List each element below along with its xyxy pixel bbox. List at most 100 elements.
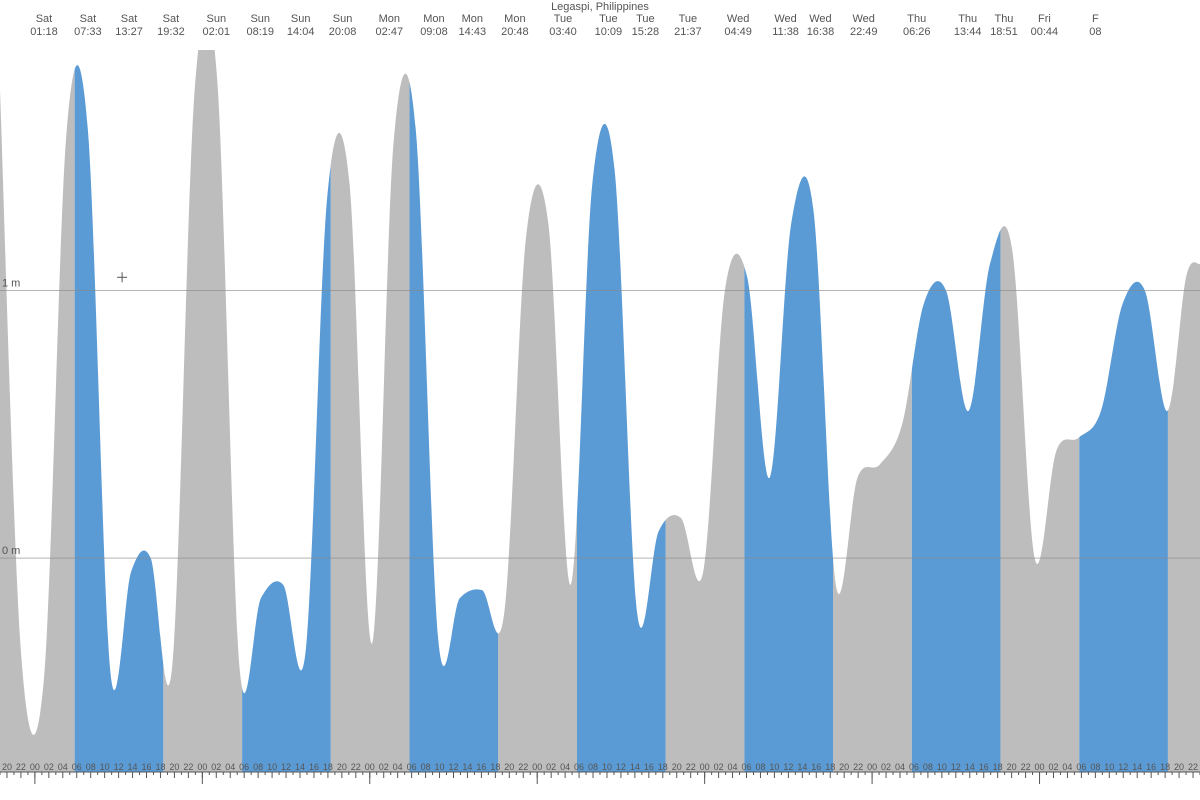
x-tick-label: 20	[1007, 762, 1017, 772]
x-tick-label: 00	[700, 762, 710, 772]
x-tick-label: 08	[588, 762, 598, 772]
x-tick-label: 00	[365, 762, 375, 772]
x-tick-label: 04	[895, 762, 905, 772]
top-label-time: 04:49	[724, 26, 752, 38]
top-label-day: Sat	[163, 13, 180, 25]
x-tick-label: 16	[1146, 762, 1156, 772]
x-tick-label: 14	[295, 762, 305, 772]
x-tick-label: 18	[490, 762, 500, 772]
x-tick-label: 04	[1062, 762, 1072, 772]
x-tick-label: 20	[672, 762, 682, 772]
x-tick-label: 00	[1035, 762, 1045, 772]
x-tick-label: 08	[421, 762, 431, 772]
x-tick-label: 14	[630, 762, 640, 772]
x-tick-label: 06	[909, 762, 919, 772]
x-tick-label: 16	[142, 762, 152, 772]
x-tick-label: 10	[100, 762, 110, 772]
x-tick-label: 12	[616, 762, 626, 772]
x-tick-label: 02	[881, 762, 891, 772]
x-tick-label: 20	[337, 762, 347, 772]
top-label-time: 20:08	[329, 26, 357, 38]
top-label-time: 02:01	[203, 26, 231, 38]
top-label-time: 09:08	[420, 26, 448, 38]
x-tick-label: 02	[546, 762, 556, 772]
tide-chart: 0 m1 mLegaspi, Philippinesi57Sat01:18Sat…	[0, 0, 1200, 800]
x-tick-label: 02	[211, 762, 221, 772]
x-tick-label: 20	[1174, 762, 1184, 772]
y-axis-label: 1 m	[2, 278, 20, 290]
top-label-time: 16:38	[807, 26, 835, 38]
x-tick-label: 06	[407, 762, 417, 772]
top-label-day: Mon	[379, 13, 400, 25]
x-tick-label: 12	[951, 762, 961, 772]
x-tick-label: 12	[281, 762, 291, 772]
top-label-time: 01:18	[30, 26, 58, 38]
top-label-time: 18:51	[990, 26, 1018, 38]
x-tick-label: 06	[742, 762, 752, 772]
x-tick-label: 06	[239, 762, 249, 772]
x-tick-label: 22	[1021, 762, 1031, 772]
top-label-time: 19:32	[157, 26, 185, 38]
x-tick-label: 16	[811, 762, 821, 772]
x-tick-label: 06	[574, 762, 584, 772]
top-label-time: 22:49	[850, 26, 878, 38]
top-label-day: Sun	[250, 13, 270, 25]
x-tick-label: 22	[853, 762, 863, 772]
top-label-day: Wed	[853, 13, 875, 25]
top-label-time: 06:26	[903, 26, 931, 38]
top-label-time: 14:04	[287, 26, 315, 38]
x-tick-label: 18	[155, 762, 165, 772]
tide-area	[0, 10, 1200, 772]
top-label-day: Thu	[958, 13, 977, 25]
top-label-day: Tue	[554, 13, 573, 25]
top-label-day: Tue	[636, 13, 655, 25]
x-tick-label: 04	[225, 762, 235, 772]
chart-svg: 0 m1 mLegaspi, Philippinesi57Sat01:18Sat…	[0, 0, 1200, 800]
x-tick-label: 18	[658, 762, 668, 772]
x-tick-label: 06	[1076, 762, 1086, 772]
top-label-time: 15:28	[632, 26, 660, 38]
top-label-day: Mon	[504, 13, 525, 25]
top-label-day: Tue	[599, 13, 618, 25]
x-tick-label: 20	[839, 762, 849, 772]
x-tick-label: 22	[351, 762, 361, 772]
x-tick-label: 10	[937, 762, 947, 772]
top-label-time: 02:47	[376, 26, 404, 38]
x-tick-label: 20	[2, 762, 12, 772]
crosshair-icon	[117, 272, 127, 282]
x-tick-label: 14	[128, 762, 138, 772]
top-label-day: Sat	[80, 13, 97, 25]
top-label-time: 13:44	[954, 26, 982, 38]
x-tick-label: 16	[979, 762, 989, 772]
x-tick-label: 14	[462, 762, 472, 772]
top-label-day: F	[1092, 13, 1099, 25]
top-label-time: 14:43	[459, 26, 487, 38]
top-label-time: 10:09	[595, 26, 623, 38]
x-tick-label: 22	[16, 762, 26, 772]
y-axis-label: 0 m	[2, 545, 20, 557]
x-tick-label: 08	[755, 762, 765, 772]
top-label-day: Sun	[206, 13, 226, 25]
x-tick-label: 04	[560, 762, 570, 772]
x-tick-label: 08	[86, 762, 96, 772]
x-tick-label: 14	[797, 762, 807, 772]
top-label-time: 07:33	[74, 26, 102, 38]
top-label-time: 00:44	[1031, 26, 1059, 38]
x-tick-label: 12	[448, 762, 458, 772]
x-tick-label: 14	[1132, 762, 1142, 772]
top-label-day: Wed	[727, 13, 749, 25]
x-tick-label: 10	[1104, 762, 1114, 772]
x-tick-label: 08	[923, 762, 933, 772]
x-tick-label: 02	[379, 762, 389, 772]
x-tick-label: 18	[323, 762, 333, 772]
top-label-time: 08:19	[246, 26, 274, 38]
x-tick-label: 12	[783, 762, 793, 772]
x-tick-label: 10	[602, 762, 612, 772]
x-tick-label: 20	[504, 762, 514, 772]
x-tick-label: 02	[714, 762, 724, 772]
chart-title: Legaspi, Philippines	[551, 1, 649, 13]
x-tick-label: 10	[435, 762, 445, 772]
x-tick-label: 22	[518, 762, 528, 772]
top-label-day: Fri	[1038, 13, 1051, 25]
x-tick-label: 16	[644, 762, 654, 772]
